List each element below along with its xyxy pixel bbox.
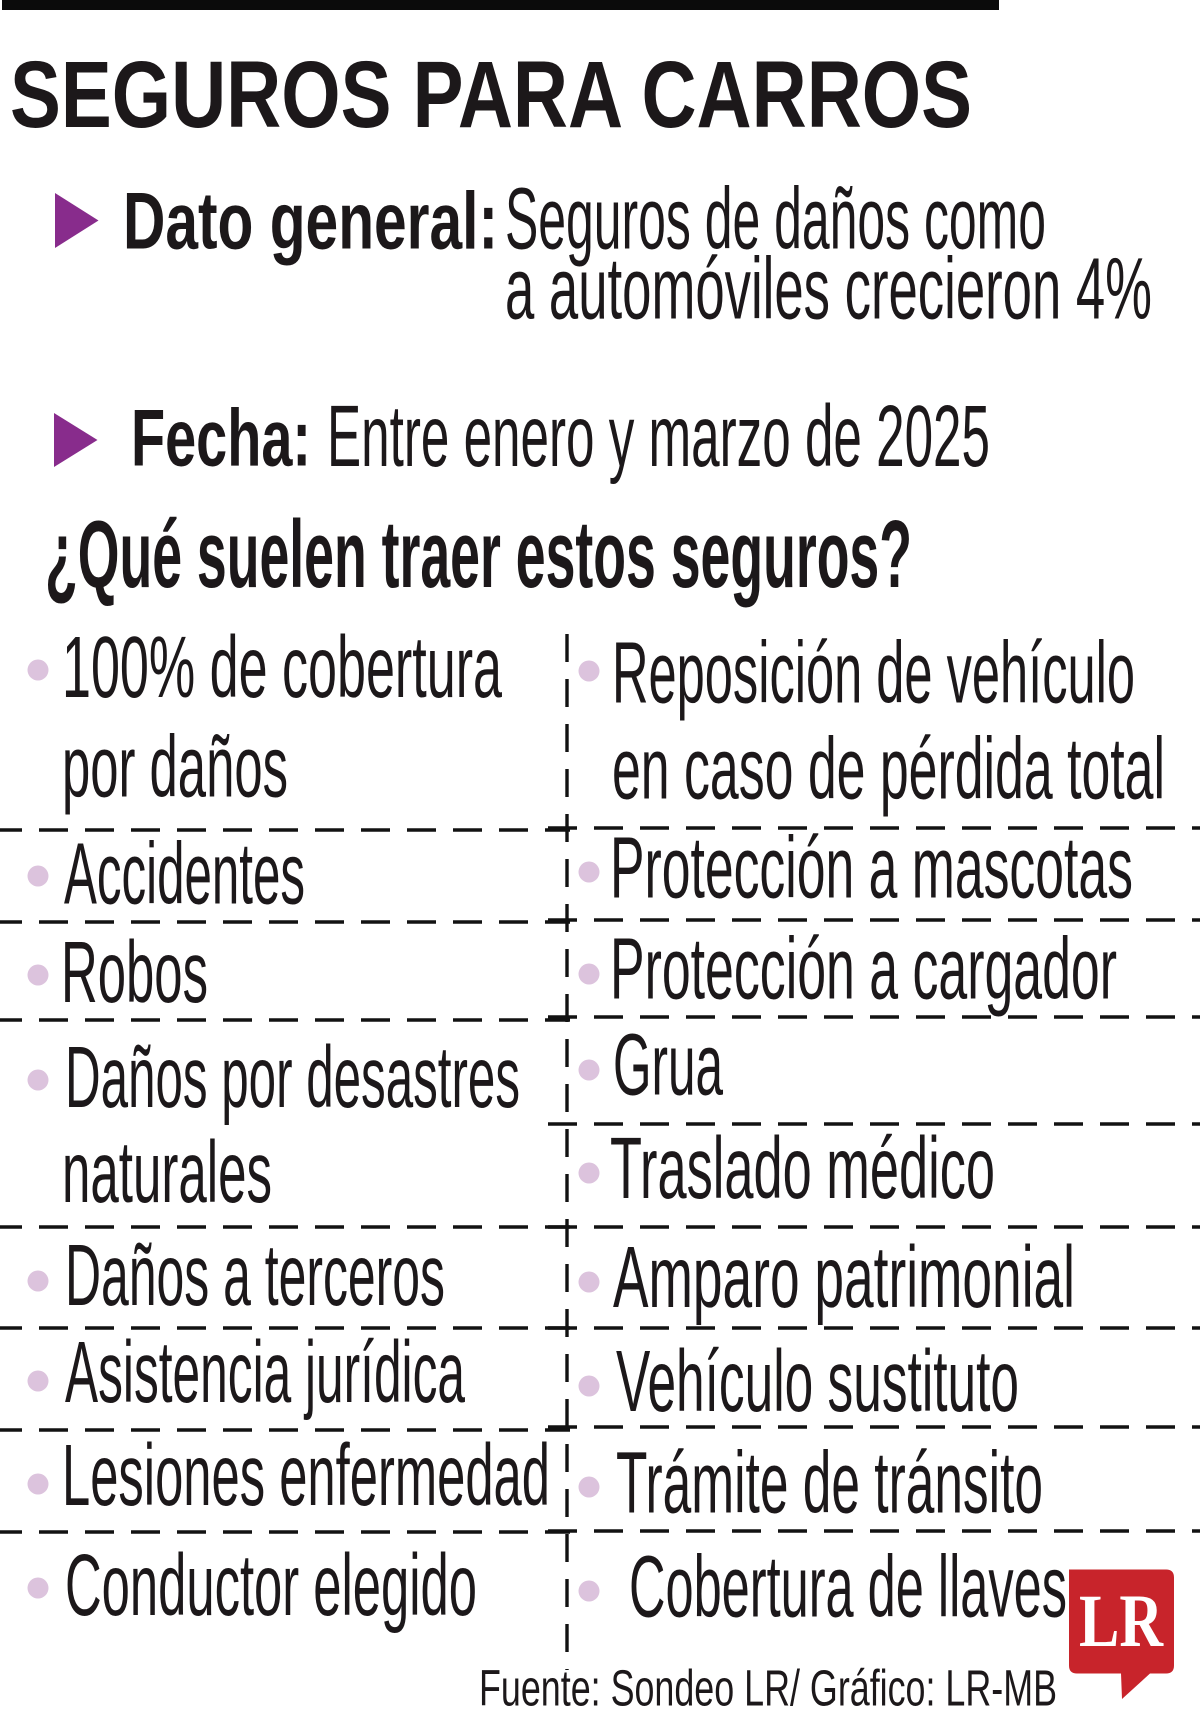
svg-text:100% de cobertura: 100% de cobertura xyxy=(62,619,502,716)
svg-text:Fuente: Sondeo LR/ Gráfico: LR: Fuente: Sondeo LR/ Gráfico: LR-MB xyxy=(479,1660,1057,1717)
svg-text:Daños por desastres: Daños por desastres xyxy=(65,1029,520,1126)
svg-text:Robos: Robos xyxy=(61,924,208,1021)
svg-text:¿Qué suelen traer estos seguro: ¿Qué suelen traer estos seguros? xyxy=(45,501,912,608)
svg-text:Seguros de daños como: Seguros de daños como xyxy=(505,171,1046,268)
svg-text:Entre enero y marzo de 2025: Entre enero y marzo de 2025 xyxy=(327,388,990,485)
svg-text:Cobertura de llaves: Cobertura de llaves xyxy=(629,1539,1067,1636)
svg-text:Asistencia jurídica: Asistencia jurídica xyxy=(65,1324,465,1421)
svg-text:Protección a mascotas: Protección a mascotas xyxy=(610,820,1133,917)
svg-text:Lesiones enfermedad: Lesiones enfermedad xyxy=(62,1427,550,1524)
svg-text:por daños: por daños xyxy=(62,719,288,816)
svg-text:Trámite de tránsito: Trámite de tránsito xyxy=(616,1435,1043,1532)
svg-text:Grua: Grua xyxy=(613,1017,723,1114)
svg-text:Daños a terceros: Daños a terceros xyxy=(65,1227,445,1324)
svg-text:Reposición de vehículo: Reposición de vehículo xyxy=(612,625,1135,722)
svg-text:en caso de pérdida total: en caso de pérdida total xyxy=(612,721,1165,818)
svg-text:Protección a cargador: Protección a cargador xyxy=(610,921,1117,1018)
svg-text:Fecha:: Fecha: xyxy=(131,394,311,484)
svg-text:Dato general:: Dato general: xyxy=(123,177,498,267)
svg-text:Amparo patrimonial: Amparo patrimonial xyxy=(613,1229,1075,1326)
svg-text:Vehículo sustituto: Vehículo sustituto xyxy=(616,1333,1019,1430)
svg-text:Traslado médico: Traslado médico xyxy=(610,1120,995,1217)
svg-text:SEGUROS PARA CARROS: SEGUROS PARA CARROS xyxy=(10,42,972,148)
svg-text:Conductor elegido: Conductor elegido xyxy=(65,1537,477,1634)
svg-text:LR: LR xyxy=(1079,1580,1164,1663)
svg-text:a automóviles crecieron 4%: a automóviles crecieron 4% xyxy=(505,241,1152,338)
svg-text:Accidentes: Accidentes xyxy=(64,826,305,923)
svg-text:naturales: naturales xyxy=(62,1124,272,1221)
